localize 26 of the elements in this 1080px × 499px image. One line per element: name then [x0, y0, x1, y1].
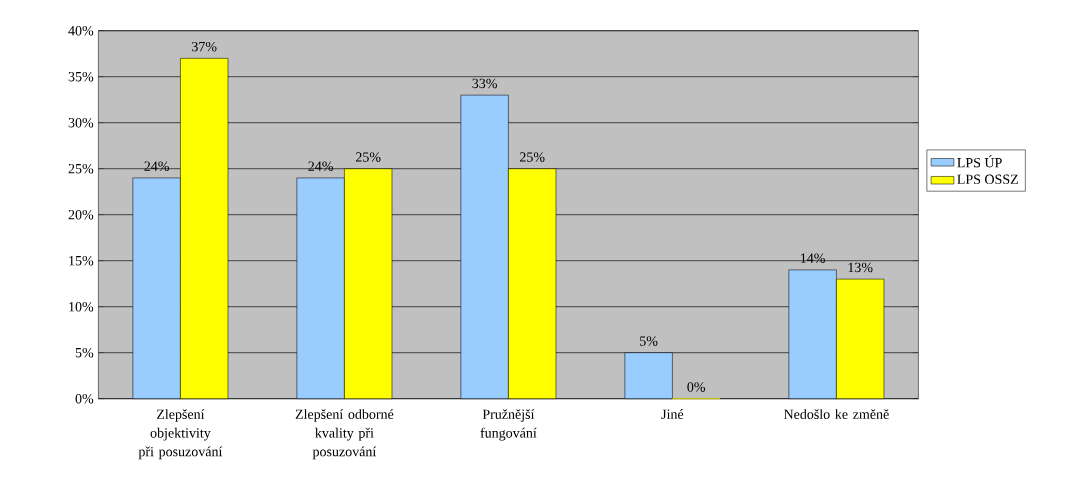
x-tick-label: Pružnější fungování: [480, 409, 537, 441]
legend-label: LPS ÚP: [957, 155, 1002, 168]
y-tick-label: 20%: [68, 209, 94, 220]
legend-label: LPS OSSZ: [957, 174, 1018, 185]
data-label: 25%: [519, 152, 545, 162]
x-tick-label: Nedošlo ke změně: [783, 409, 889, 419]
y-tick-label: 0%: [75, 393, 94, 404]
y-tick-label: 35%: [68, 71, 94, 82]
x-tick-label: Zlepšení objektivity při posuzování: [138, 409, 223, 460]
data-label: 37%: [192, 41, 217, 52]
data-label: 24%: [144, 161, 169, 171]
y-tick-label: 15%: [69, 255, 94, 266]
data-label: 25%: [355, 152, 381, 162]
data-label: 33%: [472, 78, 497, 89]
data-label: 13%: [848, 262, 873, 273]
x-tick-label: Zlepšení odborné kvality při posuzování: [295, 409, 394, 460]
data-label: 0%: [687, 382, 706, 392]
data-label: 5%: [640, 336, 658, 346]
x-tick-label: Jiné: [661, 409, 684, 419]
y-tick-label: 5%: [75, 347, 94, 358]
data-label: 24%: [308, 161, 333, 171]
y-tick-label: 25%: [68, 163, 94, 174]
y-tick-label: 30%: [68, 117, 94, 128]
data-label: 14%: [801, 253, 825, 263]
y-tick-label: 40%: [68, 25, 94, 36]
y-tick-label: 10%: [69, 301, 94, 312]
